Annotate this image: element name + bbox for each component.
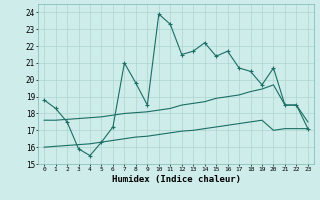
X-axis label: Humidex (Indice chaleur): Humidex (Indice chaleur) — [111, 175, 241, 184]
